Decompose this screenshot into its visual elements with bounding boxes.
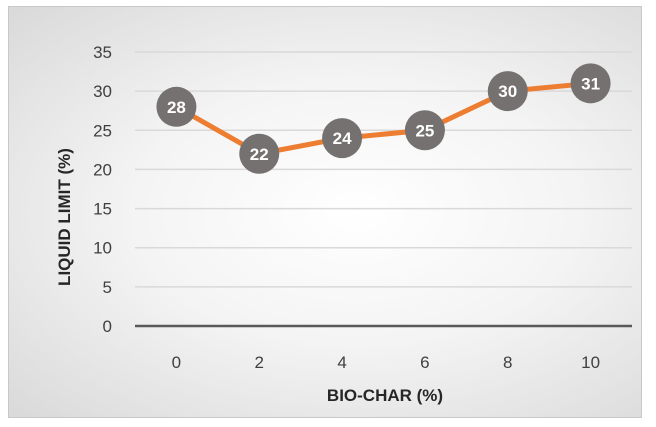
gridlines [135, 51, 632, 328]
data-point-marker [404, 110, 445, 151]
x-tick-labels: 0 2 4 6 8 10 [172, 353, 600, 372]
data-point-marker [239, 133, 280, 174]
y-axis-title: LIQUID LIMIT (%) [55, 148, 74, 286]
data-label: 30 [498, 82, 517, 101]
y-tick-label: 35 [93, 43, 112, 62]
y-tick-label: 30 [93, 82, 112, 101]
series-line [173, 80, 594, 157]
data-point-marker [570, 63, 611, 104]
y-tick-label: 25 [93, 121, 112, 140]
x-tick-label: 0 [172, 353, 181, 372]
x-tick-label: 10 [581, 353, 600, 372]
x-axis-title: BIO-CHAR (%) [327, 386, 443, 405]
data-point-marker [487, 71, 528, 112]
y-tick-label: 15 [93, 200, 112, 219]
x-tick-label: 2 [255, 353, 264, 372]
series-line-path [173, 80, 594, 157]
data-point-marker [156, 86, 197, 127]
y-tick-label: 10 [93, 239, 112, 258]
data-label: 24 [333, 129, 352, 148]
y-tick-label: 0 [103, 317, 112, 336]
y-tick-label: 20 [93, 160, 112, 179]
y-tick-label: 5 [103, 278, 112, 297]
data-label: 22 [250, 145, 269, 164]
data-label: 25 [415, 121, 434, 140]
data-points: 28 22 24 25 30 31 [156, 63, 611, 174]
data-point-marker [322, 118, 363, 159]
data-label: 31 [581, 74, 600, 93]
x-tick-label: 4 [337, 353, 346, 372]
y-tick-labels: 0 5 10 15 20 25 30 35 [93, 43, 112, 336]
chart-area [8, 6, 642, 418]
x-tick-label: 8 [503, 353, 512, 372]
data-label: 28 [167, 98, 186, 117]
x-tick-label: 6 [420, 353, 429, 372]
